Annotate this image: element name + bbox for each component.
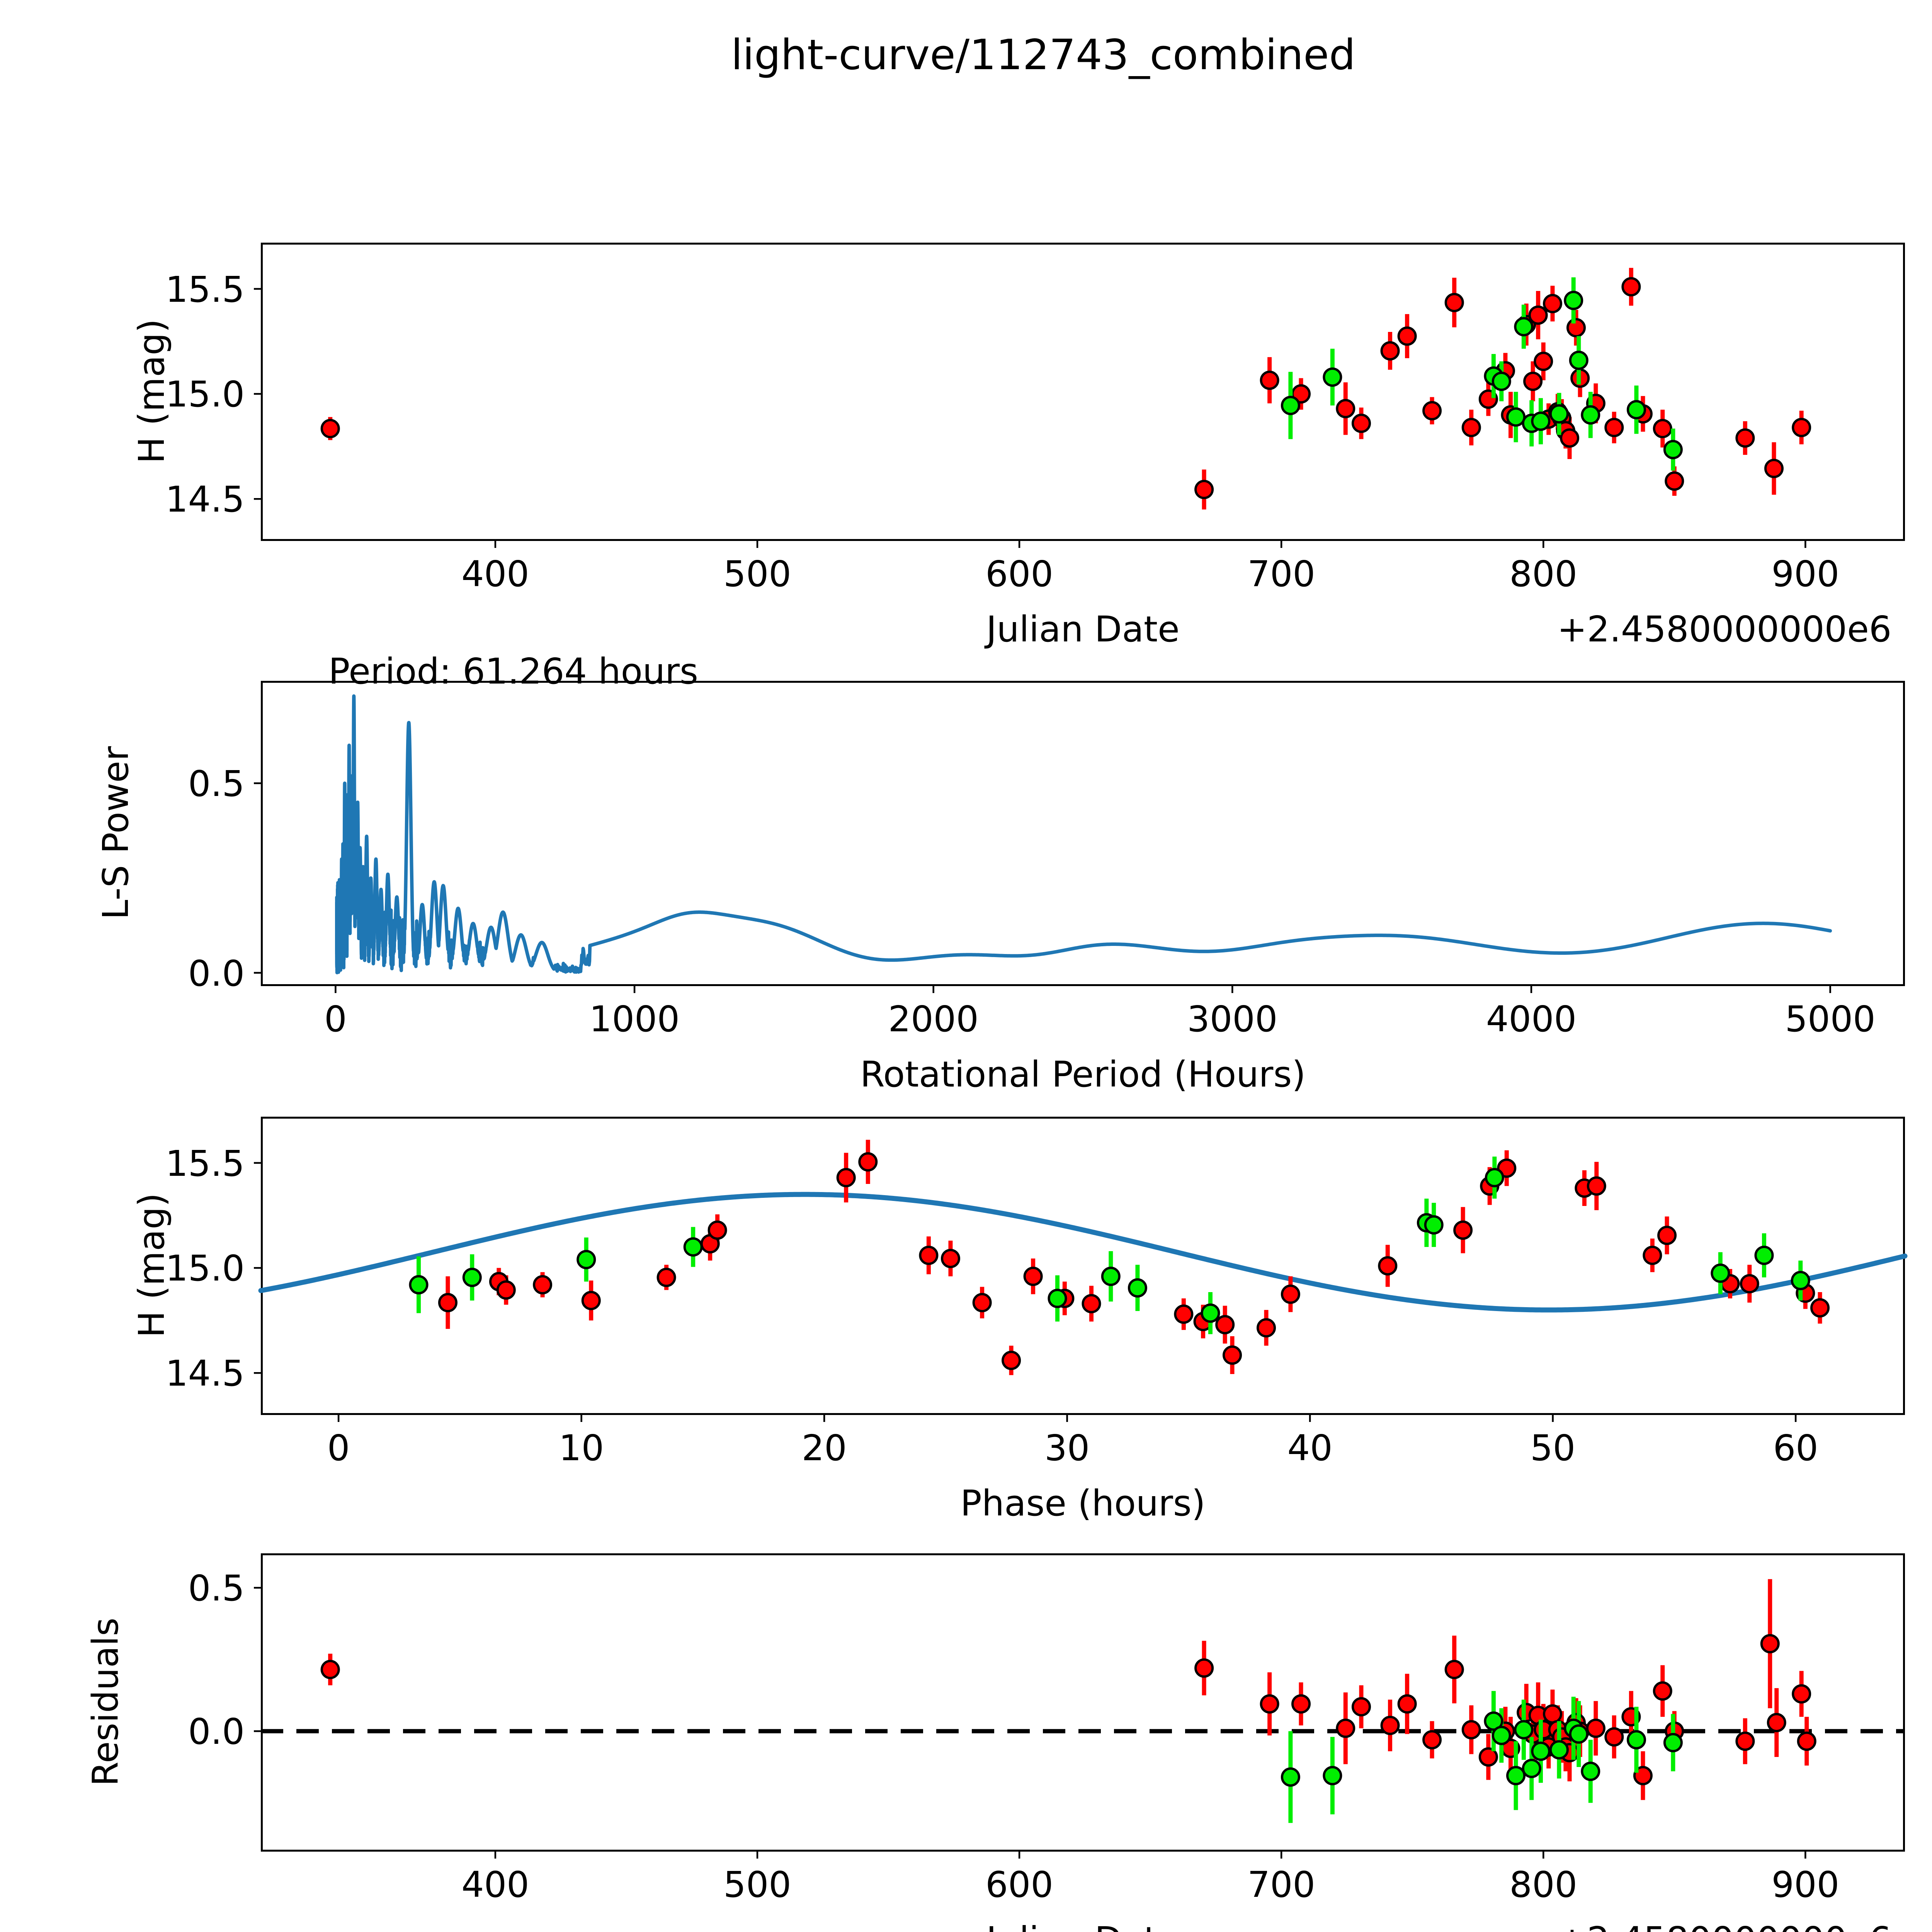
panel-lightcurve-plot xyxy=(254,268,1811,548)
xtick-periodogram-4000: 4000 xyxy=(1486,998,1577,1040)
panel-residuals-ylabel: Residuals xyxy=(85,1617,126,1786)
xtick-phase-folded-20: 20 xyxy=(801,1427,847,1469)
xtick-phase-folded-40: 40 xyxy=(1287,1427,1333,1469)
xtick-periodogram-2000: 2000 xyxy=(888,998,979,1040)
xtick-phase-folded-0: 0 xyxy=(327,1427,350,1469)
panel-lightcurve-x-offset: +2.4580000000e6 xyxy=(1557,609,1892,650)
xtick-lightcurve-900: 900 xyxy=(1771,553,1840,595)
panel-periodogram-xlabel: Rotational Period (Hours) xyxy=(860,1054,1306,1095)
panel-residuals xyxy=(254,1553,1905,1859)
xtick-phase-folded-50: 50 xyxy=(1530,1427,1576,1469)
panel-phase-folded-plot xyxy=(254,1139,1908,1422)
ytick-phase-folded-15.0: 15.0 xyxy=(165,1248,245,1289)
period-annotation: Period: 61.264 hours xyxy=(328,651,698,692)
xtick-residuals-600: 600 xyxy=(985,1864,1053,1905)
series-green-residuals xyxy=(1281,1691,1683,1823)
panel-residuals-plot xyxy=(254,1579,1905,1859)
ytick-periodogram-0.5: 0.5 xyxy=(188,763,245,804)
panel-residuals-xlabel: Julian Date xyxy=(851,1919,1315,1932)
xtick-residuals-900: 900 xyxy=(1771,1864,1840,1905)
panel-residuals-x-offset: +2.4580000000e6 xyxy=(1557,1919,1891,1932)
series-red-phase-folded xyxy=(438,1139,1830,1375)
figure-title: light-curve/112743_combined xyxy=(731,31,1356,79)
ytick-lightcurve-14.5: 14.5 xyxy=(165,479,245,520)
panel-periodogram xyxy=(254,681,1905,993)
xtick-periodogram-3000: 3000 xyxy=(1187,998,1278,1040)
panel-lightcurve-xlabel: Julian Date xyxy=(986,609,1180,650)
xtick-periodogram-0: 0 xyxy=(324,998,347,1040)
ytick-periodogram-0.0: 0.0 xyxy=(188,952,245,994)
panel-residuals-frame xyxy=(261,1553,1905,1852)
ytick-phase-folded-15.5: 15.5 xyxy=(165,1143,245,1184)
panel-phase-folded xyxy=(254,1117,1908,1422)
xtick-periodogram-5000: 5000 xyxy=(1785,998,1876,1040)
xtick-periodogram-1000: 1000 xyxy=(589,998,680,1040)
xtick-residuals-500: 500 xyxy=(723,1864,791,1905)
ytick-lightcurve-15.5: 15.5 xyxy=(165,269,245,310)
series-red-lightcurve xyxy=(320,268,1811,510)
series-green-phase-folded xyxy=(409,1156,1810,1334)
xtick-residuals-700: 700 xyxy=(1247,1864,1315,1905)
xtick-lightcurve-800: 800 xyxy=(1509,553,1578,595)
xtick-lightcurve-500: 500 xyxy=(723,553,791,595)
xtick-phase-folded-60: 60 xyxy=(1773,1427,1818,1469)
series-green-lightcurve xyxy=(1281,277,1683,471)
xtick-residuals-400: 400 xyxy=(461,1864,529,1905)
sine-fit-curve xyxy=(258,1192,1908,1313)
xtick-lightcurve-400: 400 xyxy=(461,553,529,595)
panel-phase-folded-frame xyxy=(261,1117,1905,1415)
panel-periodogram-frame xyxy=(261,681,1905,986)
ytick-residuals-0.0: 0.0 xyxy=(188,1711,245,1753)
xtick-residuals-800: 800 xyxy=(1509,1864,1578,1905)
xtick-lightcurve-600: 600 xyxy=(985,553,1053,595)
ytick-phase-folded-14.5: 14.5 xyxy=(165,1353,245,1395)
panel-periodogram-plot xyxy=(254,694,1832,993)
ytick-lightcurve-15.0: 15.0 xyxy=(165,374,245,415)
ytick-residuals-0.5: 0.5 xyxy=(188,1568,245,1609)
xtick-phase-folded-30: 30 xyxy=(1044,1427,1090,1469)
panel-lightcurve xyxy=(254,243,1905,548)
xtick-phase-folded-10: 10 xyxy=(559,1427,604,1469)
panel-phase-folded-xlabel: Phase (hours) xyxy=(960,1483,1206,1524)
xtick-lightcurve-700: 700 xyxy=(1247,553,1315,595)
periodogram-trace xyxy=(335,694,1832,975)
